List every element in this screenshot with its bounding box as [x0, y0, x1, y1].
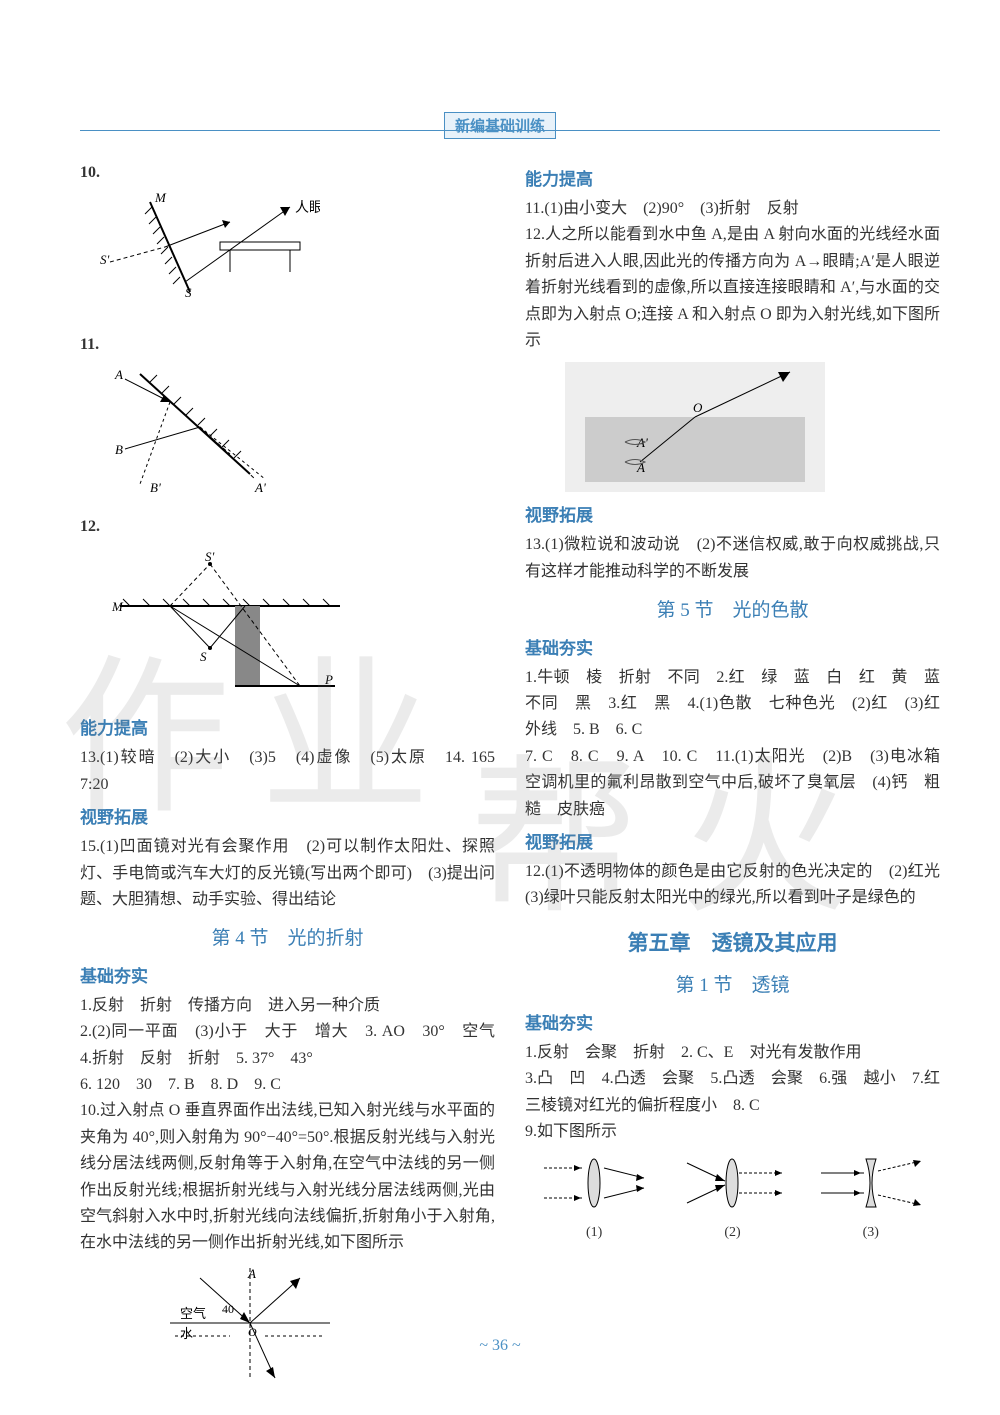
page-header-title: 新编基础训练 [444, 112, 556, 139]
svg-text:B': B' [150, 480, 161, 494]
section-1-title: 第 1 节 透镜 [525, 970, 940, 1001]
svg-text:A: A [114, 367, 123, 382]
lens-fig-3: (3) [816, 1153, 926, 1244]
svg-text:P: P [324, 672, 333, 687]
lens-fig-1: (1) [539, 1153, 649, 1244]
svg-text:M: M [111, 599, 124, 614]
r-answer-13: 13.(1)微粒说和波动说 (2)不迷信权威,敢于向权威挑战,只有这样才能推动科… [525, 532, 940, 585]
page-number: ~ 36 ~ [479, 1337, 520, 1355]
left-column: 10. M S' 人眼 S [80, 160, 495, 1402]
svg-text:人眼: 人眼 [295, 200, 320, 216]
answer-13: 13.(1)较暗 (2)大小 (3)5 (4)虚像 (5)太原 14. 165 … [80, 745, 495, 798]
figure-refraction: 空气 水 A 40 O [160, 1263, 495, 1392]
basic-6: 6. 120 30 7. B 8. D 9. C [80, 1072, 495, 1098]
section-5-title: 第 5 节 光的色散 [525, 595, 940, 626]
c-answer-12: 12.(1)不透明物体的颜色是由它反射的色光决定的 (2)红光 (3)绿叶只能反… [525, 859, 940, 912]
heading-vision: 视野拓展 [80, 804, 495, 832]
d-answer-1: 1.反射 会聚 折射 2. C、E 对光有发散作用 [525, 1040, 940, 1066]
svg-text:空气: 空气 [180, 1306, 206, 1321]
svg-text:O: O [248, 1325, 257, 1339]
lens-label-3: (3) [816, 1221, 926, 1244]
q11-label: 11. [80, 336, 99, 353]
lens-figures: (1) (2) [525, 1153, 940, 1244]
basic-1: 1.反射 折射 传播方向 进入另一种介质 [80, 993, 495, 1019]
svg-text:A: A [247, 1266, 256, 1281]
svg-text:水: 水 [180, 1326, 193, 1341]
d-answer-9: 9.如下图所示 [525, 1119, 940, 1145]
svg-text:A': A' [636, 435, 648, 450]
svg-text:S': S' [205, 549, 215, 564]
q10-label: 10. [80, 164, 100, 181]
heading-ability-r: 能力提高 [525, 166, 940, 194]
r-answer-11: 11.(1)由小变大 (2)90° (3)折射 反射 [525, 196, 940, 222]
svg-text:O: O [693, 400, 703, 415]
figure-q12: M S' S P [100, 546, 495, 705]
svg-text:M: M [154, 192, 167, 205]
figure-fish: O A' A [565, 362, 825, 492]
basic-10: 10.过入射点 O 垂直界面作出法线,已知入射光线与水平面的夹角为 40°,则入… [80, 1098, 495, 1256]
svg-text:B: B [115, 442, 123, 457]
figure-q11: A B B' A' [100, 364, 495, 503]
two-column-layout: 10. M S' 人眼 S [80, 160, 940, 1402]
basic-2: 2.(2)同一平面 (3)小于 大于 增大 3. AO 30° 空气 4.折射 … [80, 1019, 495, 1072]
lens-label-1: (1) [539, 1221, 649, 1244]
section-4-title: 第 4 节 光的折射 [80, 923, 495, 954]
figure-q10: M S' 人眼 S [100, 192, 495, 321]
r-answer-12: 12.人之所以能看到水中鱼 A,是由 A 射向水面的光线经水面折射后进入人眼,因… [525, 222, 940, 354]
chapter-5-title: 第五章 透镜及其应用 [525, 926, 940, 961]
heading-vision-r: 视野拓展 [525, 502, 940, 530]
lens-fig-2: (2) [677, 1153, 787, 1244]
d-answer-3: 3.凸 凹 4.凸透 会聚 5.凸透 会聚 6.强 越小 7.红 三棱镜对红光的… [525, 1066, 940, 1119]
heading-vision-r2: 视野拓展 [525, 829, 940, 857]
svg-text:S: S [200, 649, 207, 664]
header-rule [80, 130, 940, 131]
heading-ability: 能力提高 [80, 715, 495, 743]
q12-label: 12. [80, 518, 100, 535]
svg-text:S': S' [100, 252, 110, 267]
c-answer-7: 7. C 8. C 9. A 10. C 11.(1)太阳光 (2)B (3)电… [525, 744, 940, 823]
c-answer-1: 1.牛顿 棱 折射 不同 2.红 绿 蓝 白 红 黄 蓝 不同 黑 3.红 黑 … [525, 665, 940, 744]
answer-15: 15.(1)凹面镜对光有会聚作用 (2)可以制作太阳灶、探照灯、手电筒或汽车大灯… [80, 834, 495, 913]
heading-basic-r: 基础夯实 [525, 635, 940, 663]
right-column: 能力提高 11.(1)由小变大 (2)90° (3)折射 反射 12.人之所以能… [525, 160, 940, 1402]
heading-basic: 基础夯实 [80, 963, 495, 991]
svg-text:A': A' [254, 480, 266, 494]
svg-text:40: 40 [222, 1302, 234, 1316]
svg-text:S: S [185, 285, 192, 300]
heading-basic-r2: 基础夯实 [525, 1010, 940, 1038]
lens-label-2: (2) [677, 1221, 787, 1244]
